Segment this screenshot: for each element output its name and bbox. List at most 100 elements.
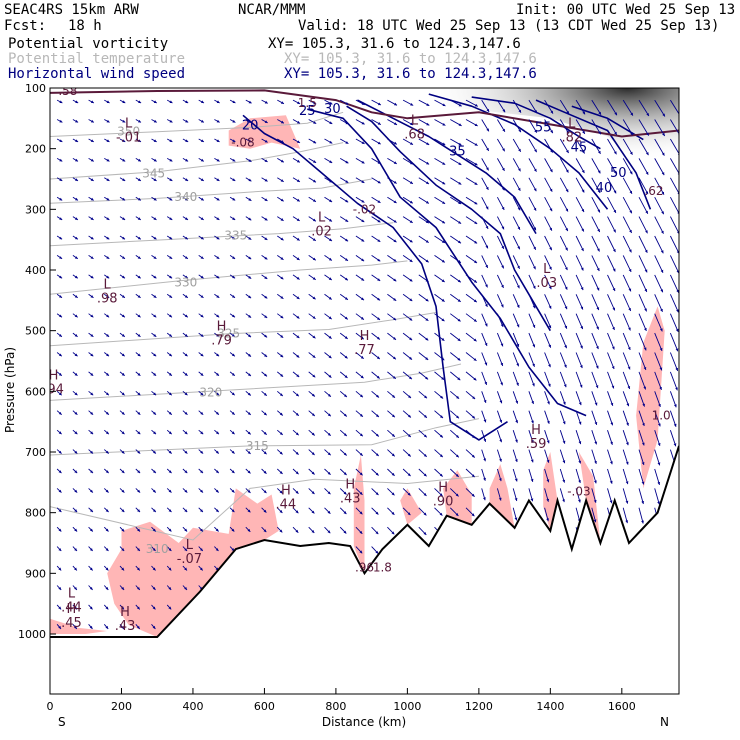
wind-vector-head bbox=[533, 246, 536, 250]
wind-vector-head bbox=[327, 530, 331, 534]
wind-vector-head bbox=[627, 366, 631, 370]
wind-vector-head bbox=[532, 383, 535, 387]
wind-vector-head bbox=[121, 372, 125, 376]
wind-vector-head bbox=[581, 170, 585, 173]
wind-vector-head bbox=[485, 264, 488, 268]
wind-vector-head bbox=[375, 511, 379, 515]
wind-vector-head bbox=[311, 432, 315, 436]
wind-vector-head bbox=[137, 450, 141, 454]
wind-vector-head bbox=[279, 510, 283, 513]
wind-vector bbox=[669, 274, 679, 293]
wind-vector-head bbox=[152, 548, 156, 551]
wind-vector-head bbox=[199, 567, 203, 571]
wind-vector bbox=[638, 119, 650, 136]
wind-vector-head bbox=[474, 260, 477, 263]
wind-vector-head bbox=[644, 288, 647, 292]
wind-vector-head bbox=[593, 499, 597, 503]
wind-vector-head bbox=[232, 314, 235, 318]
wind-vector-head bbox=[232, 158, 236, 162]
wind-speed-contour-label: 20 bbox=[242, 119, 259, 134]
wind-vector-head bbox=[58, 450, 62, 454]
wind-vector-head bbox=[550, 110, 553, 114]
wind-vector bbox=[622, 294, 632, 312]
wind-vector-head bbox=[105, 567, 109, 571]
wind-vector-head bbox=[518, 148, 521, 152]
wind-vector-head bbox=[486, 128, 489, 132]
wind-vector-head bbox=[626, 422, 629, 426]
wind-vector-head bbox=[153, 236, 157, 240]
wind-vector-head bbox=[375, 453, 379, 456]
wind-vector bbox=[654, 430, 661, 447]
wind-vector bbox=[575, 294, 584, 310]
wind-vector-head bbox=[264, 100, 268, 104]
wind-vector-head bbox=[626, 442, 629, 446]
wind-vector bbox=[607, 235, 616, 253]
wind-vector-head bbox=[74, 625, 77, 629]
wind-vector-head bbox=[153, 431, 156, 435]
wind-vector bbox=[654, 274, 664, 293]
wind-vector-head bbox=[216, 275, 220, 279]
pv-contour-label: 1.5 bbox=[298, 96, 317, 110]
wind-vector-head bbox=[200, 275, 204, 279]
pv-extremum-value: -.01 bbox=[116, 131, 141, 146]
wind-vector-head bbox=[515, 439, 518, 443]
wind-vector-head bbox=[359, 413, 363, 417]
wind-vector bbox=[638, 332, 647, 351]
wind-vector-head bbox=[533, 227, 536, 231]
wind-vector bbox=[622, 158, 633, 175]
wind-vector-head bbox=[264, 178, 268, 182]
wind-vector-head bbox=[644, 308, 647, 312]
wind-vector-head bbox=[441, 318, 445, 322]
pv-extremum-value: .98 bbox=[97, 291, 118, 306]
wind-vector bbox=[654, 235, 664, 254]
wind-vector-head bbox=[327, 452, 331, 456]
wind-vector-head bbox=[185, 197, 188, 201]
wind-vector bbox=[654, 410, 661, 427]
wind-vector-head bbox=[657, 501, 660, 505]
wind-vector-head bbox=[296, 335, 300, 338]
wind-vector-head bbox=[137, 217, 141, 220]
wind-vector-head bbox=[216, 334, 220, 337]
x-tick-label: 600 bbox=[254, 700, 275, 713]
wind-vector-head bbox=[502, 167, 505, 171]
y-axis-label: Pressure (hPa) bbox=[3, 347, 17, 433]
theta-contour-line bbox=[50, 178, 372, 204]
wind-vector-head bbox=[410, 161, 413, 165]
pv-contour-label: -.08 bbox=[231, 136, 254, 150]
wind-vector-head bbox=[200, 431, 204, 435]
wind-vector-head bbox=[533, 168, 537, 172]
pv-extremum-value: .94 bbox=[43, 382, 64, 397]
wind-vector-head bbox=[105, 509, 109, 512]
wind-vector-head bbox=[516, 363, 519, 367]
theta-contour-layer bbox=[50, 111, 480, 541]
wind-vector-head bbox=[516, 382, 519, 386]
wind-vector-head bbox=[628, 268, 632, 272]
wind-vector-head bbox=[89, 625, 93, 629]
y-tick-label: 500 bbox=[25, 325, 46, 338]
wind-vector-head bbox=[106, 295, 110, 298]
x-tick-label: 200 bbox=[111, 700, 132, 713]
wind-vector-head bbox=[296, 218, 300, 221]
wind-vector-head bbox=[89, 587, 93, 590]
wind-vector-head bbox=[548, 383, 551, 387]
terrain-line bbox=[50, 445, 679, 638]
wind-speed-contour-line bbox=[307, 108, 587, 417]
wind-vector bbox=[575, 216, 585, 232]
wind-vector-head bbox=[581, 189, 585, 193]
wind-vector bbox=[638, 488, 644, 505]
wind-vector bbox=[591, 119, 602, 135]
wind-vector bbox=[622, 468, 629, 485]
wind-vector bbox=[591, 158, 601, 174]
wind-vector-head bbox=[137, 548, 140, 551]
wind-vector-head bbox=[216, 217, 220, 220]
pv-extremum-value: -.07 bbox=[177, 552, 202, 567]
wind-vector-head bbox=[610, 422, 614, 426]
wind-vector-head bbox=[375, 492, 379, 495]
wind-vector-head bbox=[644, 269, 648, 273]
wind-vector-head bbox=[136, 625, 140, 629]
wind-vector-head bbox=[515, 400, 519, 404]
wind-vector-head bbox=[613, 209, 616, 213]
wind-vector-head bbox=[248, 334, 251, 338]
wind-vector-head bbox=[216, 139, 220, 142]
theta-contour-label: 325 bbox=[217, 327, 240, 341]
